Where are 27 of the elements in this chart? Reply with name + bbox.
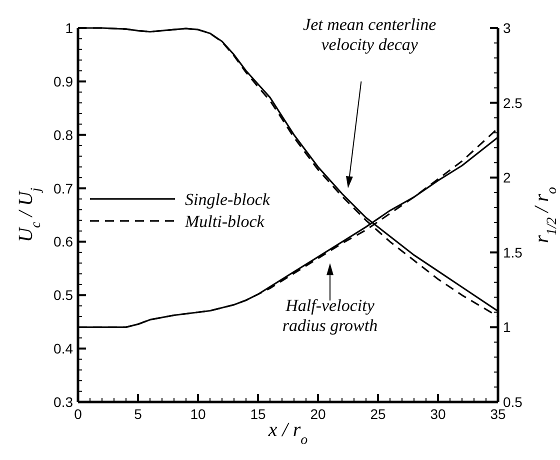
y-tick-label: 0.4 — [54, 340, 74, 357]
y-tick-label: 0.8 — [54, 126, 74, 143]
y2-tick-label: 1 — [503, 319, 511, 336]
y2-tick-label: 2.5 — [503, 94, 523, 111]
x-tick-label: 5 — [134, 406, 142, 422]
x-tick-label: 10 — [190, 406, 206, 422]
legend-label: Single-block — [185, 190, 270, 209]
x-tick-label: 25 — [370, 406, 386, 422]
y-tick-label: 1 — [65, 20, 74, 36]
x-tick-label: 35 — [490, 406, 506, 422]
legend-label: Multi-block — [184, 212, 265, 231]
y2-tick-label: 1.5 — [503, 244, 523, 260]
y2-tick-label: 2 — [503, 170, 511, 186]
y-tick-label: 0.7 — [54, 180, 74, 196]
x-tick-label: 30 — [430, 406, 446, 422]
y-tick-label: 0.3 — [54, 394, 74, 410]
x-tick-label: 15 — [250, 406, 266, 422]
y2-tick-label: 0.5 — [503, 394, 523, 410]
annotation: Jet mean centerline velocity decay — [303, 15, 437, 54]
x-axis-title: x / r$_{o}$ — [267, 419, 308, 448]
y2-tick-label: 3 — [503, 20, 511, 36]
y-tick-label: 0.6 — [54, 234, 74, 250]
annotation: Half-velocity radius growth — [282, 296, 378, 336]
x-tick-label: 0 — [74, 406, 82, 422]
y-tick-label: 0.5 — [54, 287, 74, 304]
y-tick-label: 0.9 — [54, 73, 74, 90]
x-tick-label: 20 — [310, 406, 326, 422]
